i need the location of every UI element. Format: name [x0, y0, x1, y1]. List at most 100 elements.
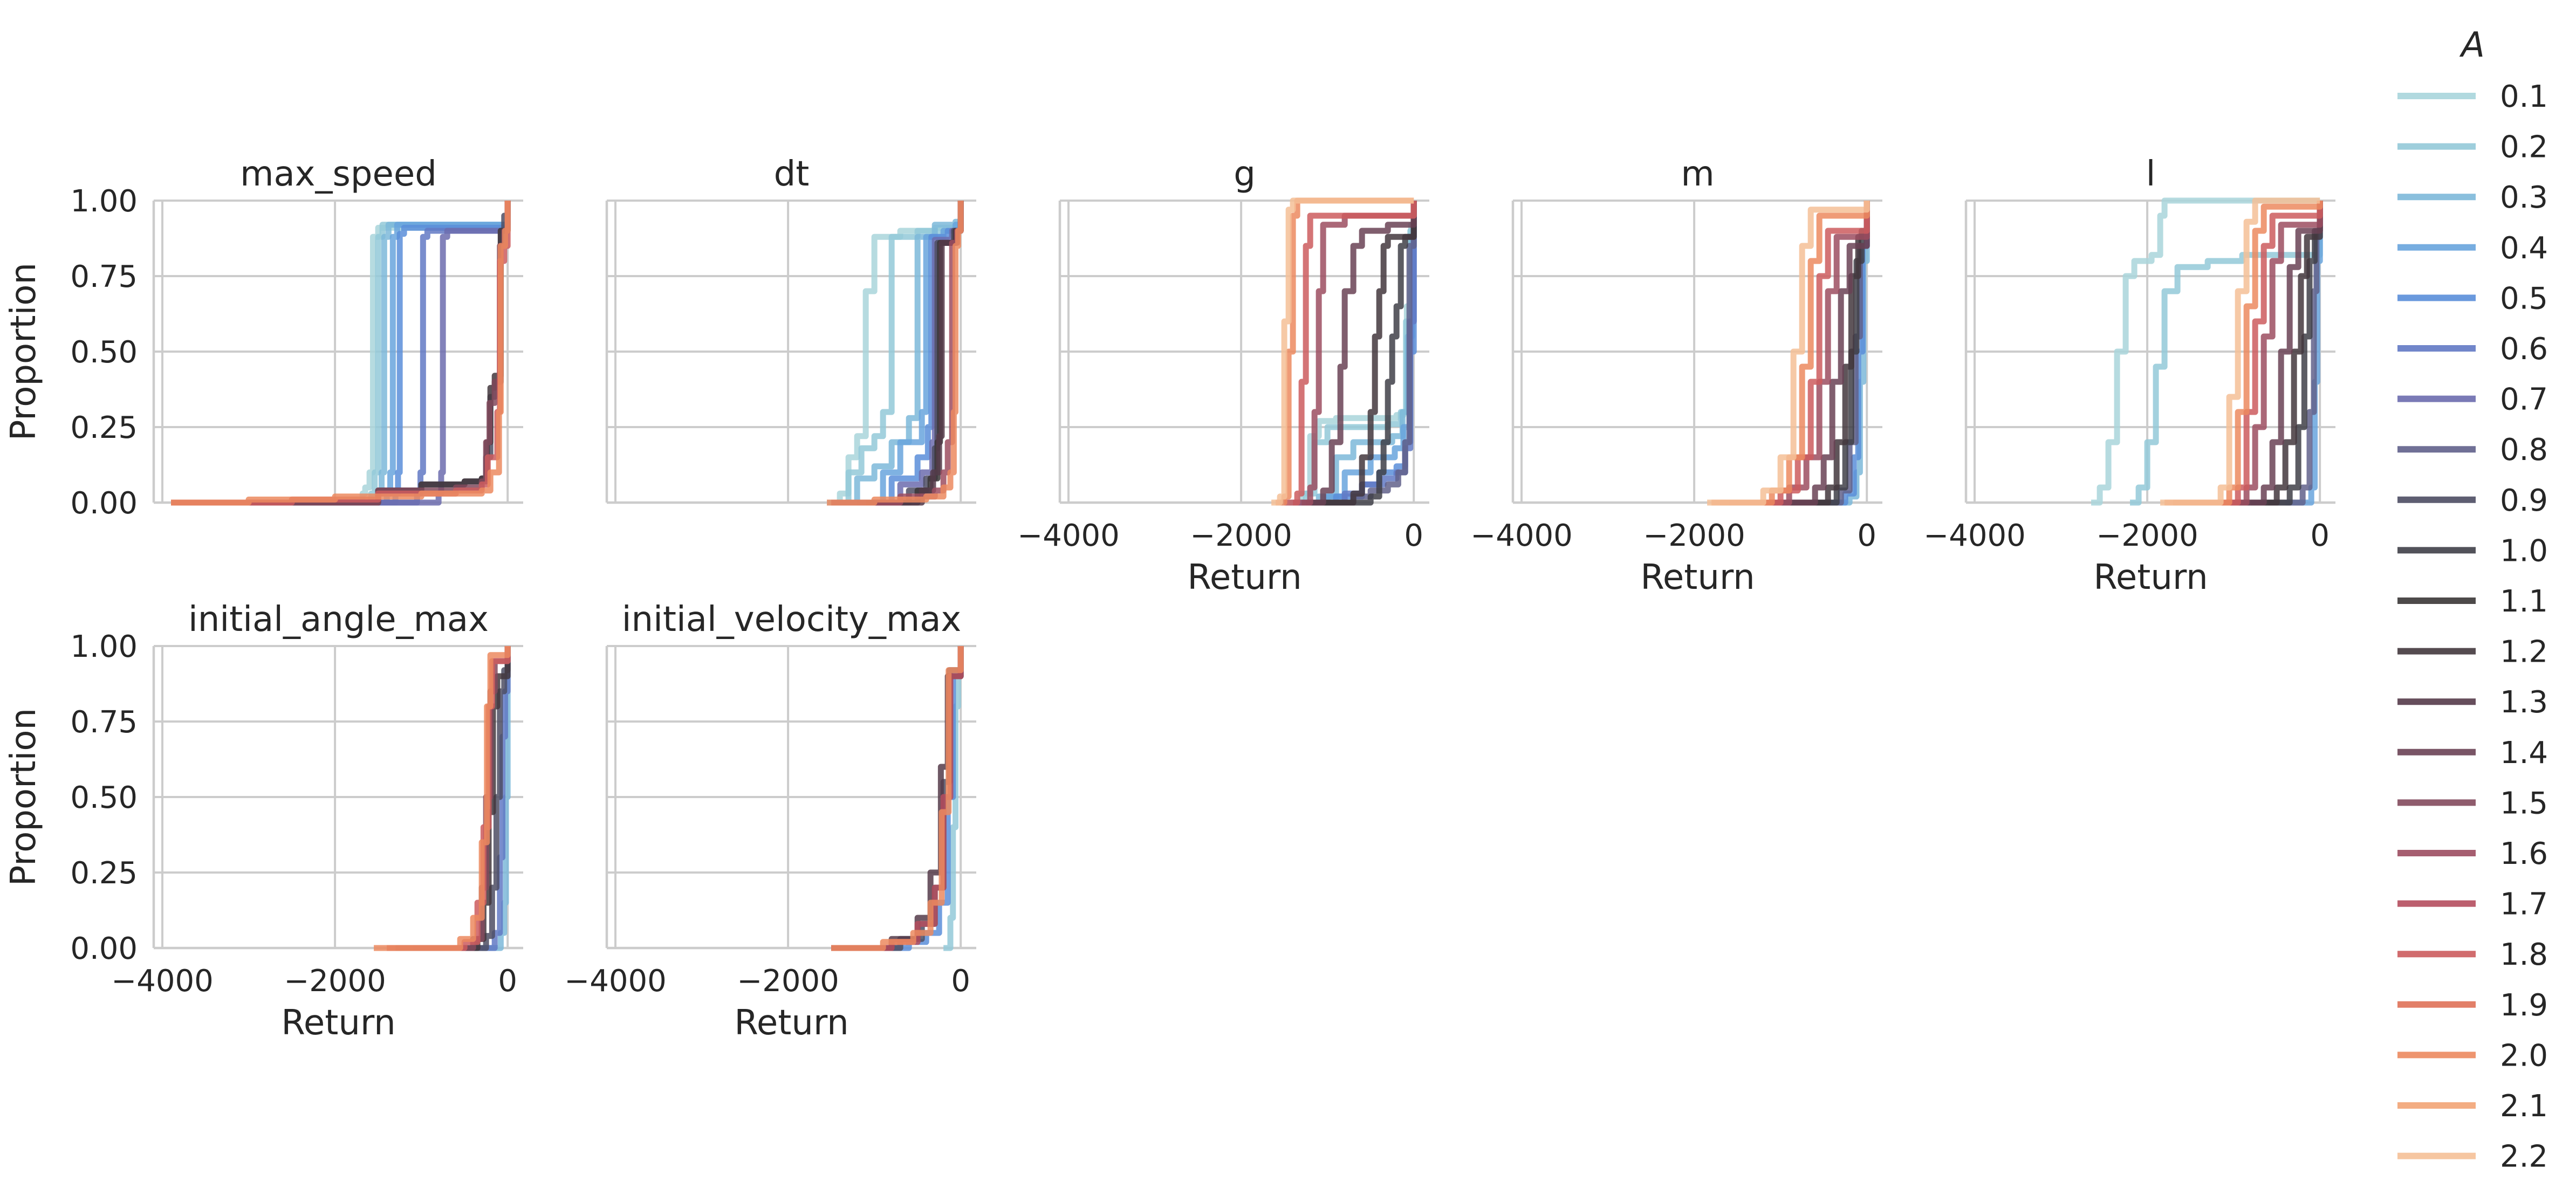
legend-label: 1.4 — [2500, 736, 2548, 771]
legend-item: 1.8 — [2397, 937, 2548, 972]
legend-label: 1.5 — [2500, 786, 2548, 821]
x-tick-label: −4000 — [1017, 518, 1119, 553]
y-tick-label: 0.75 — [70, 705, 138, 740]
y-tick-label: 0.25 — [70, 410, 138, 445]
ecdf-line-a-2.0 — [374, 646, 511, 951]
ecdf-line-a-0.5 — [848, 201, 964, 506]
ecdf-line-a-2.2 — [1271, 197, 1414, 506]
legend-item: 1.7 — [2397, 887, 2548, 922]
legend-label: 1.1 — [2500, 584, 2548, 619]
y-tick-label: 0.50 — [70, 335, 138, 370]
ecdf-line-a-2.0 — [827, 201, 964, 506]
legend-item: 1.5 — [2397, 786, 2548, 821]
legend-label: 0.5 — [2500, 281, 2548, 316]
y-tick-label: 1.00 — [70, 629, 138, 664]
legend-label: 1.9 — [2500, 988, 2548, 1023]
legend-label: 0.4 — [2500, 231, 2548, 266]
facet-initial-velocity-max: initial_velocity_max −4000 −2000 0 Return — [564, 600, 976, 1043]
legend-item: 0.8 — [2397, 432, 2548, 468]
ecdf-line-a-1.4 — [1301, 201, 1417, 506]
ecdf-line-a-1.2 — [1306, 201, 1417, 506]
legend-item: 2.0 — [2397, 1038, 2548, 1073]
legend-label: 0.1 — [2500, 79, 2548, 114]
x-tick-label: −2000 — [737, 964, 839, 999]
facet-title: m — [1681, 154, 1714, 194]
ecdf-line-a-0.1 — [2091, 197, 2320, 506]
ecdf-lines — [831, 646, 964, 951]
y-tick-label: 0.00 — [70, 486, 138, 521]
legend-item: 0.1 — [2397, 79, 2548, 114]
ecdf-lines — [171, 201, 511, 506]
x-axis-label: Return — [2093, 558, 2208, 597]
x-tick-label: −2000 — [1190, 518, 1292, 553]
ecdf-line-a-0.2 — [2130, 201, 2323, 506]
facet-title: g — [1234, 154, 1256, 194]
facet-m: m −4000 −2000 0 Return — [1470, 154, 1882, 597]
y-tick-label: 0.75 — [70, 259, 138, 294]
legend-label: 1.2 — [2500, 635, 2548, 670]
legend-item: 0.2 — [2397, 130, 2548, 165]
ecdf-lines — [2091, 197, 2323, 506]
facet-title: initial_angle_max — [188, 600, 489, 640]
legend-label: 0.6 — [2500, 332, 2548, 367]
x-axis-label: Return — [1640, 558, 1755, 597]
legend-label: 2.2 — [2500, 1139, 2548, 1174]
ecdf-line-a-1.0 — [1310, 201, 1417, 506]
ecdf-line-a-1.2 — [2234, 201, 2323, 506]
x-tick-label: 0 — [1404, 518, 1423, 553]
x-tick-label: −4000 — [1923, 518, 2025, 553]
y-axis-label: Proportion — [4, 708, 44, 886]
legend-label: 2.0 — [2500, 1038, 2548, 1073]
legend-label: 0.9 — [2500, 483, 2548, 518]
x-tick-label: 0 — [1857, 518, 1876, 553]
ecdf-lines — [374, 646, 511, 951]
legend-item: 1.1 — [2397, 584, 2548, 619]
ecdf-line-a-2.2 — [2160, 197, 2320, 506]
facet-title: dt — [774, 154, 810, 194]
x-tick-label: −4000 — [564, 964, 666, 999]
x-axis-label: Return — [281, 1003, 395, 1043]
ecdf-line-a-1.4 — [2216, 201, 2323, 506]
legend-label: 1.8 — [2500, 937, 2548, 972]
legend-label: 1.6 — [2500, 836, 2548, 871]
x-axis-label: Return — [1187, 558, 1301, 597]
x-tick-label: 0 — [498, 964, 517, 999]
facet-l: l −4000 −2000 0 Return — [1923, 154, 2335, 597]
legend-item: 2.2 — [2397, 1139, 2548, 1174]
facet-title: initial_velocity_max — [622, 600, 962, 640]
legend-item: 0.5 — [2397, 281, 2548, 316]
x-tick-label: −2000 — [1643, 518, 1745, 553]
x-tick-label: 0 — [2310, 518, 2330, 553]
x-tick-label: −4000 — [1470, 518, 1572, 553]
ecdf-line-a-1.8 — [1284, 201, 1417, 506]
legend-label: 0.2 — [2500, 130, 2548, 165]
ecdf-line-a-0.3 — [482, 646, 511, 951]
legend: A 0.1 0.2 0.3 0.4 0.5 0.6 0.7 0.8 0.9 1.0 1.1 1.2 1.3… — [2397, 25, 2548, 1174]
x-tick-label: −2000 — [2096, 518, 2198, 553]
ecdf-line-a-2.0 — [831, 646, 964, 951]
legend-item: 1.4 — [2397, 736, 2548, 771]
legend-item: 2.1 — [2397, 1089, 2548, 1124]
legend-item: 1.2 — [2397, 635, 2548, 670]
x-tick-label: −2000 — [284, 964, 386, 999]
legend-item: 1.9 — [2397, 988, 2548, 1023]
x-axis-label: Return — [734, 1003, 848, 1043]
legend-title: A — [2459, 25, 2485, 65]
ecdf-lines — [1707, 201, 1870, 506]
ecdf-lines — [827, 201, 964, 506]
ecdf-line-a-0.8 — [1306, 201, 1417, 506]
facet-initial-angle-max: initial_angle_max 0.00 0.25 0.50 0.75 1.00 Pro… — [4, 600, 523, 1043]
legend-item: 0.6 — [2397, 332, 2548, 367]
legend-item: 0.7 — [2397, 382, 2548, 417]
legend-label: 1.7 — [2500, 887, 2548, 922]
legend-label: 0.8 — [2500, 432, 2548, 468]
legend-item: 0.9 — [2397, 483, 2548, 518]
y-tick-label: 0.50 — [70, 780, 138, 815]
legend-label: 1.0 — [2500, 533, 2548, 568]
ecdf-lines — [1271, 197, 1417, 506]
facet-g: g −4000 −2000 0 Return — [1017, 154, 1429, 597]
legend-item: 0.4 — [2397, 231, 2548, 266]
facet-dt: dt — [605, 154, 976, 506]
y-tick-label: 0.25 — [70, 856, 138, 891]
